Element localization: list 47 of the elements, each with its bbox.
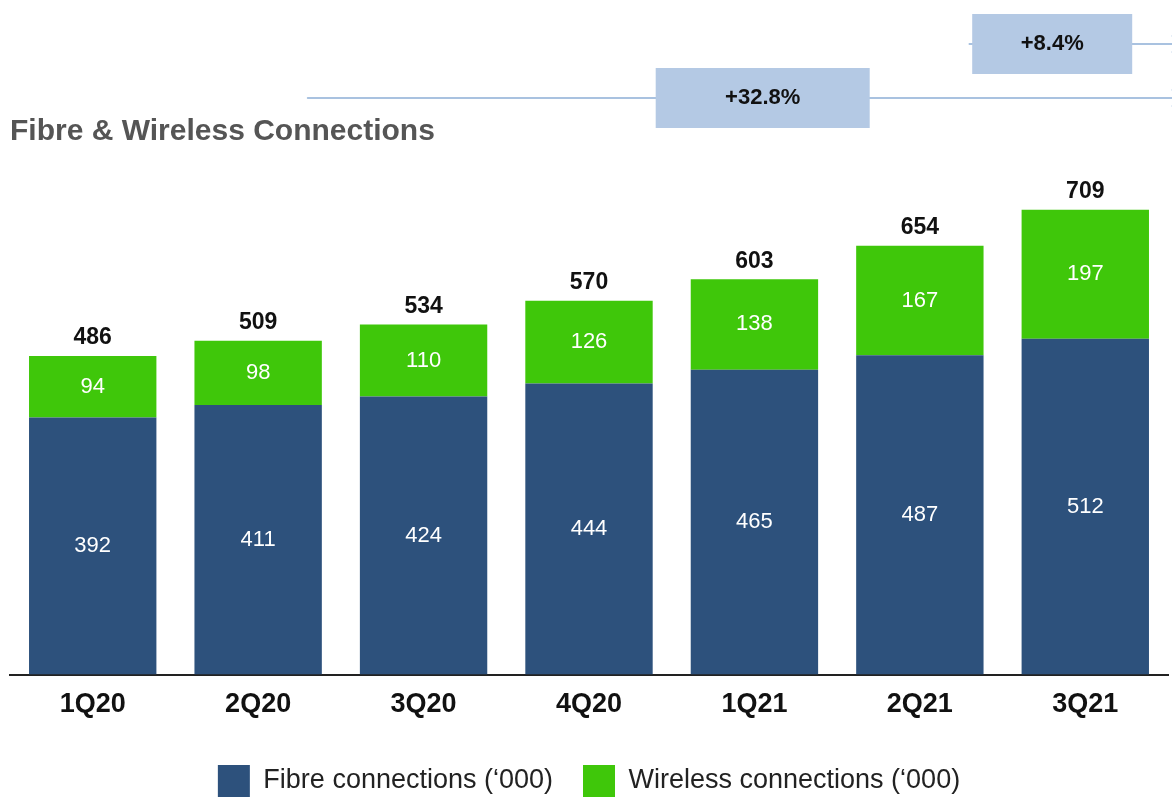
x-tick-label: 2Q21: [886, 688, 953, 719]
data-label: 98: [245, 359, 271, 385]
data-label: 465: [736, 508, 773, 534]
bar: [1021, 338, 1149, 675]
bar: [29, 417, 157, 675]
bar: [29, 355, 157, 418]
data-label: 392: [74, 532, 112, 558]
data-label: 126: [570, 328, 608, 354]
data-label: 94: [80, 372, 105, 398]
bar: [1021, 209, 1149, 339]
legend-label: Fibre connections (‘000): [263, 764, 554, 795]
bar: [690, 369, 819, 675]
data-label: 424: [405, 521, 442, 547]
bar: [359, 324, 488, 397]
text: +32.8%: [725, 84, 801, 110]
data-label: 138: [736, 310, 773, 336]
legend-label: Wireless connections (‘000): [628, 764, 961, 795]
total-label: 486: [73, 323, 112, 350]
data-label: 444: [570, 515, 608, 541]
data-label: 487: [901, 500, 939, 526]
total-label: 509: [238, 308, 278, 335]
total-label: 570: [569, 268, 609, 295]
bar: [856, 245, 984, 356]
total-label: 603: [735, 246, 774, 273]
x-tick-label: 3Q21: [1052, 688, 1119, 719]
bar: [194, 340, 322, 406]
x-tick-label: 4Q20: [555, 688, 623, 719]
bar: [359, 396, 488, 675]
bar: [525, 300, 653, 384]
data-label: 110: [406, 346, 442, 372]
bar: [194, 405, 322, 675]
total-label: 709: [1066, 177, 1105, 204]
x-tick-label: 1Q20: [59, 688, 126, 719]
x-tick-label: 2Q20: [225, 688, 292, 719]
total-label: 534: [404, 291, 443, 318]
bar: [690, 279, 819, 370]
data-label: 512: [1066, 492, 1104, 518]
chart-title: Fibre & Wireless Connections: [10, 113, 435, 147]
data-label: 411: [240, 525, 276, 551]
data-label: 167: [901, 286, 939, 312]
x-tick-label: 3Q20: [390, 688, 457, 719]
x-tick-label: 1Q21: [721, 688, 788, 719]
text: +8.4%: [1020, 30, 1084, 56]
bar: [856, 355, 984, 675]
data-label: 197: [1066, 260, 1104, 286]
bar: [525, 383, 653, 675]
total-label: 654: [900, 213, 940, 240]
